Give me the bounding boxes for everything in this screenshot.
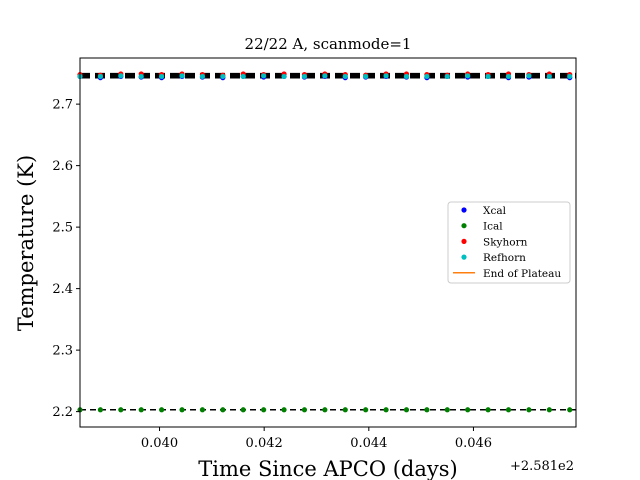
x-tick-label: 0.040: [141, 436, 178, 451]
y-tick-label: 2.3: [52, 344, 73, 359]
y-tick-label: 2.2: [52, 405, 73, 420]
x-axis-offset-label: +2.581e2: [510, 459, 574, 474]
data-point: [240, 407, 246, 413]
data-point: [97, 407, 104, 413]
y-tick-label: 2.5: [52, 221, 73, 236]
axes-frame: [79, 57, 577, 428]
data-point: [444, 73, 450, 80]
data-point: [322, 407, 328, 413]
data-point: [363, 73, 369, 80]
data-point: [424, 73, 430, 80]
y-axis-ticks: 2.2 2.3 2.4 2.5 2.6 2.7: [52, 98, 80, 420]
data-point: [403, 407, 410, 413]
data-point: [485, 73, 491, 80]
data-point: [301, 407, 308, 413]
data-point: [363, 407, 369, 413]
data-point: [342, 407, 348, 413]
data-point: [567, 407, 573, 413]
data-point: [138, 73, 144, 80]
x-axis-label: Time Since APCO (days): [198, 457, 457, 480]
legend-label: Ical: [483, 221, 503, 233]
data-point: [342, 73, 348, 80]
data-point: [526, 73, 532, 79]
x-axis-ticks: 0.040 0.042 0.044 0.046: [141, 427, 492, 451]
data-point: [505, 407, 512, 413]
data-point: [261, 407, 267, 413]
x-tick-label: 0.044: [350, 436, 387, 451]
data-point: [159, 407, 165, 413]
data-point: [505, 73, 512, 80]
legend-marker-ical: [461, 223, 467, 229]
data-point: [220, 73, 226, 80]
data-point: [199, 407, 206, 413]
data-point: [138, 407, 144, 413]
legend-box: [447, 201, 571, 284]
data-point: [567, 73, 573, 80]
y-axis-label: Temperature (K): [14, 155, 38, 331]
data-point: [546, 73, 552, 80]
data-point: [485, 407, 491, 413]
data-point: [220, 407, 226, 413]
data-point: [322, 73, 328, 79]
x-tick-label: 0.042: [246, 436, 283, 451]
data-point: [118, 407, 124, 413]
data-point: [383, 407, 389, 413]
x-tick-label: 0.046: [455, 436, 492, 451]
legend: Xcal Ical Skyhorn Refhorn End of Plateau: [447, 201, 571, 284]
legend-marker-refhorn: [461, 254, 467, 260]
y-tick-label: 2.4: [52, 282, 73, 297]
data-point: [281, 73, 287, 80]
data-point: [301, 73, 308, 80]
plot-area: [77, 71, 576, 413]
data-point: [159, 73, 165, 80]
data-point: [444, 407, 450, 413]
data-point: [465, 407, 471, 413]
data-point: [179, 407, 185, 413]
legend-marker-xcal: [461, 207, 467, 213]
y-tick-label: 2.6: [52, 159, 73, 174]
data-point: [403, 73, 410, 80]
data-point: [465, 73, 471, 79]
chart-title: 22/22 A, scanmode=1: [245, 35, 412, 53]
data-point: [526, 407, 532, 413]
data-point: [261, 73, 267, 79]
legend-label: End of Plateau: [483, 268, 561, 280]
data-point: [281, 407, 287, 413]
data-point: [383, 73, 389, 79]
legend-label: Refhorn: [483, 252, 526, 264]
data-point: [97, 73, 104, 80]
data-point: [199, 73, 206, 80]
y-tick-label: 2.7: [52, 98, 73, 113]
data-point: [118, 73, 124, 79]
data-point: [240, 73, 246, 80]
data-point: [546, 407, 552, 413]
series-ical: [77, 407, 573, 413]
legend-marker-skyhorn: [461, 238, 467, 244]
series-refhorn: [77, 73, 573, 80]
data-point: [179, 73, 185, 79]
data-point: [424, 407, 430, 413]
legend-label: Skyhorn: [483, 236, 528, 248]
legend-label: Xcal: [483, 205, 507, 217]
